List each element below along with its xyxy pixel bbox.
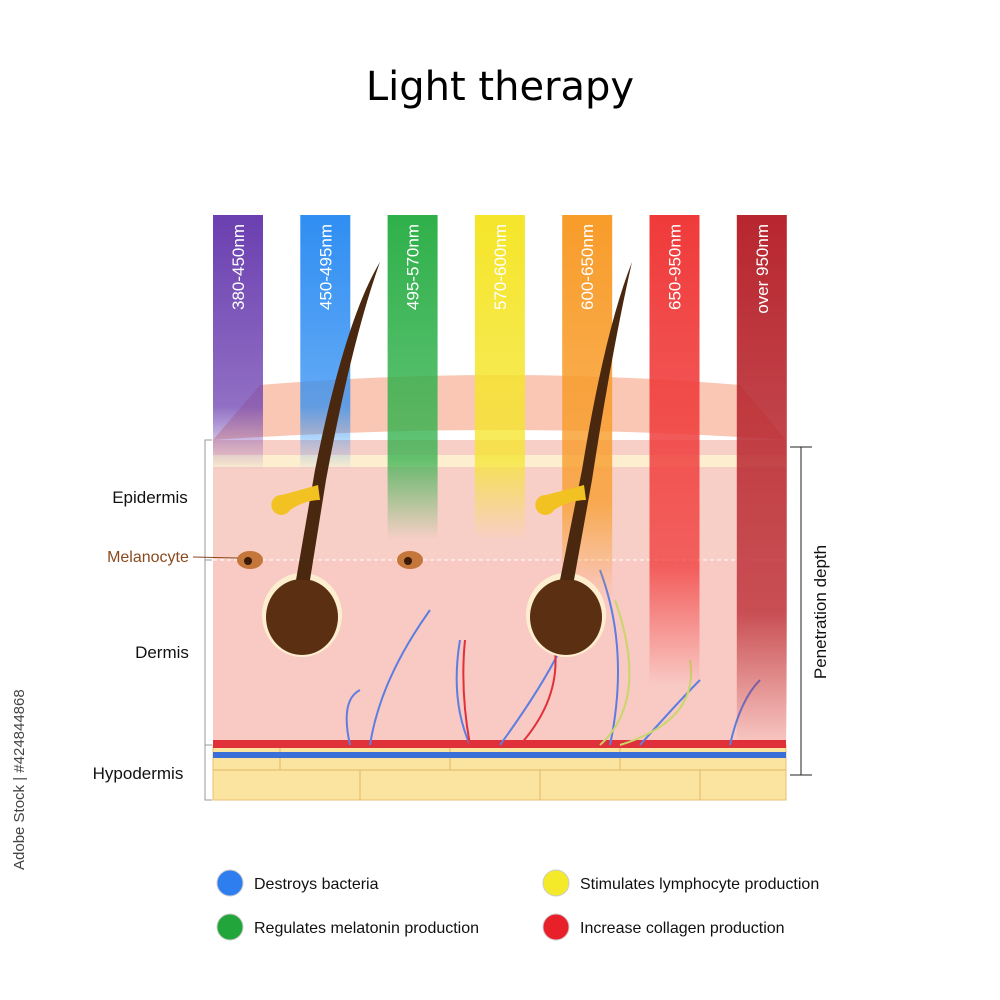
legend-swatch [216,913,244,941]
vessels [345,569,761,746]
layer-label: Epidermis [112,488,188,507]
nucleus [404,557,412,565]
penetration-label: Penetration depth [811,545,830,679]
hair-shaft [296,262,380,580]
light-band [649,215,700,685]
light-band [387,215,438,540]
depth-bracket [790,446,812,776]
pointer [192,556,239,559]
hairs [237,262,632,657]
layer-label: Hypodermis [93,764,184,783]
capillaries [462,639,557,746]
vein [213,752,786,758]
band-label: 450-495nm [316,224,335,310]
legend-label: Stimulates lymphocyte production [580,876,819,893]
light-band [474,215,525,540]
band-label: 600-650nm [578,224,597,310]
band-label: over 950nm [753,224,772,314]
legend: Destroys bacteria Regulates melatonin pro… [216,869,819,941]
legend-swatch [216,869,244,897]
band-label: 650-950nm [666,224,685,310]
layer-label: Dermis [135,643,189,662]
layer-label: Melanocyte [107,549,189,566]
band-label: 495-570nm [404,224,423,310]
legend-label: Increase collagen production [580,920,785,937]
title: Light therapy [366,64,634,110]
sebaceous-gland [535,485,586,515]
legend-swatch [542,869,570,897]
band-label: 570-600nm [491,224,510,310]
sebaceous-gland [271,485,320,515]
nucleus [244,557,252,565]
light-band [736,215,787,745]
hair-bulb [266,579,338,655]
light-band [213,215,263,470]
legend-swatch [542,913,570,941]
band-label: 380-450nm [229,224,248,310]
watermark: Adobe Stock | #424844868 [11,689,28,870]
hair-bulb [530,579,602,655]
legend-label: Regulates melatonin production [254,920,479,937]
legend-label: Destroys bacteria [254,876,379,893]
layer-bracket [204,439,212,801]
